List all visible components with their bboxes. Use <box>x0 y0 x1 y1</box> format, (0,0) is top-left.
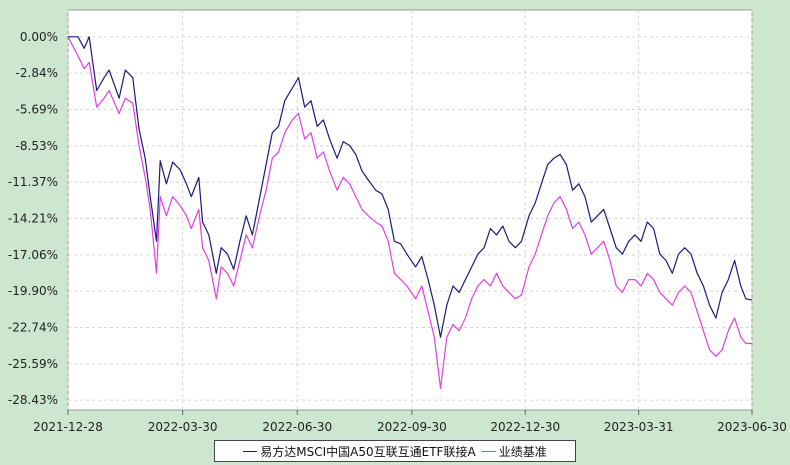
legend-item-fund: 易方达MSCI中国A50互联互通ETF联接A <box>243 443 476 460</box>
x-axis-ticks <box>67 410 753 415</box>
y-tick-label: -22.74% <box>8 320 58 334</box>
y-axis-labels: 0.00% -2.84% -5.69% -8.53% -11.37% -14.21% -17… <box>8 30 58 407</box>
y-tick-label: -2.84% <box>16 66 58 80</box>
legend-swatch-fund <box>243 450 258 452</box>
y-tick-label: -25.59% <box>8 357 58 371</box>
x-tick-label: 2021-12-28 <box>33 420 103 434</box>
x-tick-label: 2023-06-30 <box>717 420 787 434</box>
legend: 易方达MSCI中国A50互联互通ETF联接A 业绩基准 <box>214 440 576 462</box>
y-tick-label: -19.90% <box>8 284 58 298</box>
x-axis-labels: 2021-12-28 2022-03-30 2022-06-30 2022-09-30… <box>33 420 787 434</box>
series-line-fund <box>68 36 753 338</box>
legend-item-benchmark: 业绩基准 <box>481 443 547 460</box>
y-tick-label: -5.69% <box>16 103 58 117</box>
x-tick-label: 2022-06-30 <box>262 420 332 434</box>
y-tick-label: -8.53% <box>16 139 58 153</box>
legend-label-benchmark: 业绩基准 <box>498 444 547 459</box>
y-tick-label: -11.37% <box>8 175 58 189</box>
series-lines <box>67 36 753 389</box>
series-line-benchmark <box>67 36 752 389</box>
plot-area <box>67 9 753 411</box>
y-tick-label: 0.00% <box>20 30 58 44</box>
x-tick-label: 2022-12-30 <box>490 420 560 434</box>
x-tick-label: 2023-03-31 <box>604 420 674 434</box>
y-tick-label: -14.21% <box>8 211 58 225</box>
legend-label-fund: 易方达MSCI中国A50互联互通ETF联接A <box>260 444 476 459</box>
grid-lines <box>67 10 753 410</box>
y-tick-label: -17.06% <box>8 248 58 262</box>
y-tick-label: -28.43% <box>8 393 58 407</box>
x-tick-label: 2022-09-30 <box>377 420 447 434</box>
x-tick-label: 2022-03-30 <box>148 420 218 434</box>
legend-swatch-benchmark <box>481 450 496 452</box>
